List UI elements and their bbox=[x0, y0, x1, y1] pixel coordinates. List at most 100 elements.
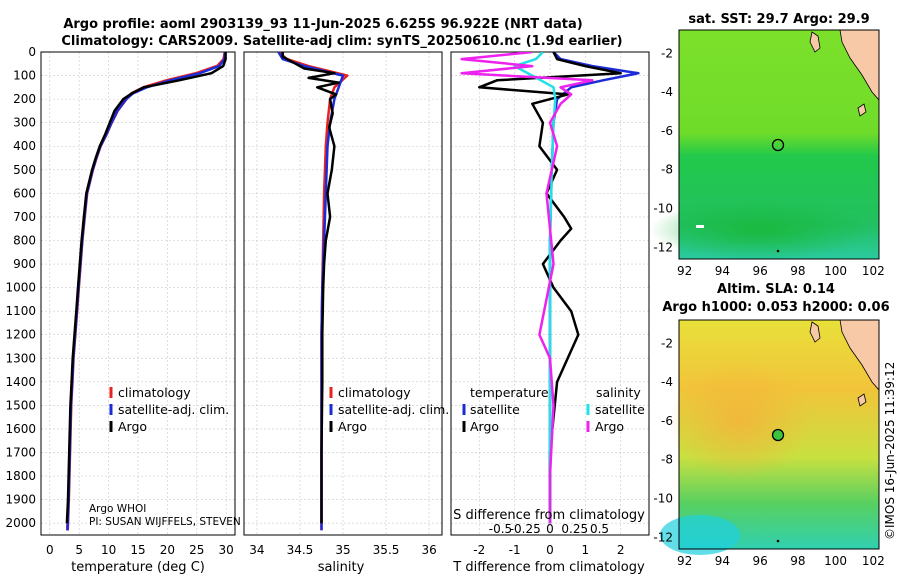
depth-tick-label: 400 bbox=[13, 139, 36, 153]
map-x-tick: 98 bbox=[790, 264, 805, 278]
x-tick-label: 0.25 bbox=[561, 522, 588, 536]
x-tick-label: 35.5 bbox=[373, 543, 400, 557]
map-y-tick: -4 bbox=[661, 375, 673, 389]
map-x-tick: 96 bbox=[752, 554, 767, 568]
depth-tick-label: 1300 bbox=[5, 351, 36, 365]
difference-series bbox=[460, 52, 640, 524]
depth-tick-label: 1200 bbox=[5, 328, 36, 342]
series-line-salinity-argo bbox=[460, 52, 594, 524]
salinity-x-ticks: 34 34.5 35 35.5 36 bbox=[249, 543, 436, 557]
series-line-satellite-adj-clim- bbox=[66, 52, 227, 531]
sla-argo-position-marker bbox=[771, 428, 785, 442]
series-line-satellite-adj-clim- bbox=[277, 52, 345, 531]
map-x-tick: 100 bbox=[824, 264, 847, 278]
sst-map bbox=[650, 29, 880, 260]
depth-tick-label: 500 bbox=[13, 163, 36, 177]
difference-x-label: T difference from climatology bbox=[452, 560, 645, 575]
temperature-panel-frame bbox=[40, 51, 236, 536]
sla-map bbox=[660, 319, 880, 555]
x-tick-label: 0 bbox=[546, 543, 554, 557]
map-y-tick: -4 bbox=[661, 85, 673, 99]
legend-temp-argo-label: Argo bbox=[470, 419, 499, 434]
salinity-legend: climatology satellite-adj. clim. Argo bbox=[329, 385, 449, 434]
x-tick-label: 25 bbox=[189, 543, 204, 557]
map-x-tick: 98 bbox=[790, 554, 805, 568]
temperature-series bbox=[65, 52, 227, 531]
x-tick-label: 35 bbox=[335, 543, 350, 557]
legend-temp-satellite-label: satellite bbox=[470, 402, 520, 417]
series-line-climatology bbox=[277, 52, 349, 531]
depth-tick-label: 900 bbox=[13, 257, 36, 271]
sst-argo-position-marker bbox=[771, 138, 785, 152]
sst-map-title: sat. SST: 29.7 Argo: 29.9 bbox=[688, 12, 869, 27]
series-line-argo bbox=[65, 52, 227, 524]
depth-tick-label: 1400 bbox=[5, 375, 36, 389]
sla-low-region bbox=[660, 515, 740, 555]
map-x-tick: 96 bbox=[752, 264, 767, 278]
difference-top-x-ticks: -0.5-0.25 0 0.25 0.5 bbox=[489, 522, 609, 536]
depth-tick-label: 2000 bbox=[5, 516, 36, 530]
legend-sal-argo-label: Argo bbox=[595, 419, 624, 434]
x-tick-label: 15 bbox=[130, 543, 145, 557]
map-x-tick: 92 bbox=[677, 554, 692, 568]
sst-island bbox=[809, 31, 821, 53]
figure-title-line2: Climatology: CARS2009. Satellite-adj cli… bbox=[61, 34, 622, 49]
x-tick-label: 10 bbox=[101, 543, 116, 557]
map-x-tick: 94 bbox=[715, 264, 730, 278]
salinity-grid bbox=[244, 51, 442, 535]
legend-satellite-adj-label: satellite-adj. clim. bbox=[338, 402, 449, 417]
legend-temperature-title: temperature bbox=[470, 385, 549, 400]
depth-tick-label: 100 bbox=[13, 69, 36, 83]
depth-tick-label: 700 bbox=[13, 210, 36, 224]
temperature-legend: climatology satellite-adj. clim. Argo bbox=[109, 385, 229, 434]
float-info-line1: Argo WHOI bbox=[89, 503, 146, 515]
map-y-tick: -12 bbox=[653, 240, 673, 254]
x-tick-label: 1 bbox=[582, 543, 590, 557]
x-tick-label: 0 bbox=[546, 522, 554, 536]
map-y-tick: -8 bbox=[661, 453, 673, 467]
sla-map-frame bbox=[678, 319, 880, 550]
map-y-tick: -10 bbox=[653, 492, 673, 506]
sst-dot bbox=[776, 249, 780, 253]
depth-tick-label: 800 bbox=[13, 233, 36, 247]
sla-map-ticks: 92 94 96 98 100 102 -2 -4 -6 -8 -10 -12 bbox=[653, 336, 884, 568]
depth-tick-label: 200 bbox=[13, 92, 36, 106]
depth-tick-label: 1000 bbox=[5, 281, 36, 295]
sla-island-small bbox=[857, 393, 867, 407]
x-tick-label: 5 bbox=[75, 543, 83, 557]
legend-climatology-label: climatology bbox=[338, 385, 411, 400]
sla-map-title-line2: Argo h1000: 0.053 h2000: 0.06 bbox=[662, 300, 889, 315]
map-x-tick: 102 bbox=[862, 264, 885, 278]
difference-panel-frame bbox=[450, 51, 650, 536]
depth-tick-label: 0 bbox=[28, 45, 36, 59]
float-info-line2: PI: SUSAN WIJFFELS, STEVEN bbox=[89, 516, 241, 528]
x-tick-label: -0.25 bbox=[510, 522, 541, 536]
sla-island bbox=[809, 321, 821, 343]
map-y-tick: -12 bbox=[653, 530, 673, 544]
x-tick-label: 34.5 bbox=[287, 543, 314, 557]
x-tick-label: -1 bbox=[509, 543, 521, 557]
x-tick-label: 0.5 bbox=[590, 522, 609, 536]
legend-argo-label: Argo bbox=[338, 419, 367, 434]
depth-tick-label: 1600 bbox=[5, 422, 36, 436]
legend-argo-label: Argo bbox=[118, 419, 147, 434]
credit-text: ©IMOS 16-Jun-2025 11:39:12 bbox=[883, 362, 897, 540]
sst-map-ticks: 92 94 96 98 100 102 -2 -4 -6 -8 -10 -12 bbox=[653, 46, 884, 278]
map-x-tick: 102 bbox=[862, 554, 885, 568]
salinity-x-label: salinity bbox=[318, 560, 365, 575]
legend-climatology-label: climatology bbox=[118, 385, 191, 400]
legend-sal-satellite-label: satellite bbox=[595, 402, 645, 417]
series-line-climatology bbox=[66, 52, 227, 531]
map-x-tick: 94 bbox=[715, 554, 730, 568]
x-tick-label: 36 bbox=[421, 543, 436, 557]
difference-top-x-label: S difference from climatology bbox=[453, 508, 645, 523]
salinity-series bbox=[277, 52, 349, 531]
x-tick-label: -2 bbox=[473, 543, 485, 557]
temperature-x-ticks: 0 5 10 15 20 25 30 bbox=[46, 543, 234, 557]
sst-white-patch bbox=[696, 225, 704, 228]
map-y-tick: -6 bbox=[661, 414, 673, 428]
x-tick-label: 30 bbox=[219, 543, 234, 557]
depth-tick-label: 1900 bbox=[5, 493, 36, 507]
depth-tick-label: 1500 bbox=[5, 398, 36, 412]
